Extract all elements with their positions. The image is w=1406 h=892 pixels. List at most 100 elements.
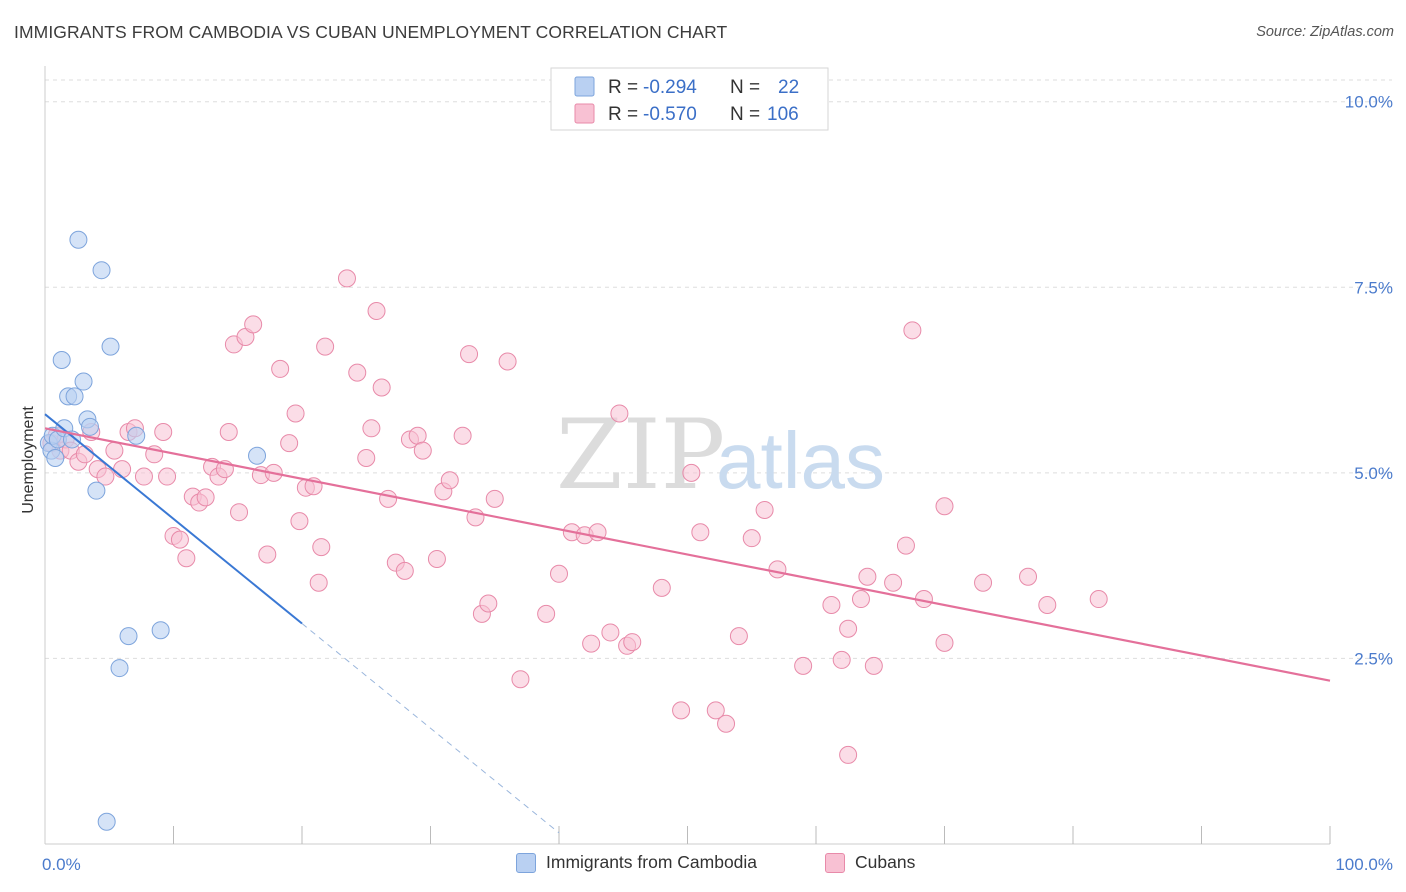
bottom-legend: Immigrants from Cambodia Cubans [0, 852, 1406, 878]
cubans-point [729, 627, 748, 646]
cubans-point [105, 441, 124, 460]
cubans-point [601, 623, 620, 642]
legend-r-label-2: R = [608, 104, 638, 125]
cubans-point [395, 561, 414, 580]
y-axis-label: Unemployment [20, 406, 37, 514]
cubans-point [851, 590, 870, 609]
cubans-point [177, 549, 196, 568]
cubans-point [413, 441, 432, 460]
cubans-point [75, 445, 94, 464]
cambodia-point [80, 417, 99, 436]
cubans-point [498, 352, 517, 371]
legend-n-label-2: N = [730, 104, 760, 125]
cubans-point [935, 633, 954, 652]
cambodia-point [101, 337, 120, 356]
cambodia-point [151, 621, 170, 640]
y-tick-label-2: 7.5% [1354, 278, 1393, 297]
cambodia-point [127, 426, 146, 445]
cubans-point [768, 560, 787, 579]
cubans-point [316, 337, 335, 356]
cubans-point [511, 670, 530, 689]
cubans-point [134, 467, 153, 486]
cambodia-point [69, 230, 88, 249]
cubans-point [832, 650, 851, 669]
cubans-point [935, 497, 954, 516]
trend-lines [44, 413, 1331, 834]
cubans-point [280, 434, 299, 453]
cubans-point [312, 538, 331, 557]
cubans-point [1038, 595, 1057, 614]
cubans-point [706, 701, 725, 720]
source-credit: Source: ZipAtlas.com [1256, 24, 1394, 40]
cubans-point [822, 595, 841, 614]
cubans-point [286, 404, 305, 423]
cubans-point [290, 512, 309, 531]
cubans-point [485, 489, 504, 508]
x-tick-label-0: 0.0% [42, 855, 81, 874]
bottom-legend-item-cubans: Cubans [825, 852, 915, 873]
cubans-point [974, 573, 993, 592]
cubans-point [1089, 590, 1108, 609]
cubans-point [427, 549, 446, 568]
y-tick-labels: 2.5% 5.0% 7.5% 10.0% [1345, 93, 1393, 669]
cubans-point [348, 363, 367, 382]
chart-title: IMMIGRANTS FROM CAMBODIA VS CUBAN UNEMPL… [14, 22, 728, 42]
bottom-legend-swatch-cubans [825, 852, 845, 873]
cubans-point [864, 656, 883, 675]
cubans-point [460, 345, 479, 364]
cubans-point [839, 745, 858, 764]
cubans-points [42, 269, 1108, 764]
cambodia-point [65, 387, 84, 406]
cambodia-point [92, 261, 111, 280]
cambodia-point [46, 449, 65, 467]
legend-swatch-cubans [574, 103, 595, 124]
cambodia-point [52, 351, 71, 370]
y-tick-label-3: 10.0% [1345, 93, 1393, 112]
correlation-legend: R = -0.294 N = 22 R = -0.570 N = 106 [550, 67, 829, 131]
cubans-point [309, 573, 328, 592]
cambodia-point [110, 659, 129, 678]
cambodia-trend-extension [301, 623, 560, 834]
cubans-point [271, 359, 290, 378]
watermark-atlas: atlas [716, 416, 885, 505]
cubans-point [379, 489, 398, 508]
legend-r-label-1: R = [608, 77, 638, 98]
cubans-point [672, 701, 691, 720]
cubans-point [372, 378, 391, 397]
cubans-point [362, 419, 381, 438]
legend-n-value-1: 22 [778, 77, 799, 98]
cubans-point [691, 523, 710, 542]
bottom-legend-label-cubans: Cubans [855, 852, 916, 872]
cubans-point [717, 714, 736, 733]
legend-r-value-1: -0.294 [643, 77, 697, 98]
legend-r-value-2: -0.570 [643, 104, 697, 125]
cubans-point [755, 500, 774, 519]
cambodia-point [74, 372, 93, 391]
cubans-point [1019, 567, 1038, 586]
cambodia-points [39, 230, 267, 831]
watermark-zip: ZIP [556, 399, 725, 511]
cubans-point [219, 423, 238, 442]
cubans-point [623, 633, 642, 652]
x-tick-labels: 0.0% 100.0% [42, 855, 1393, 874]
legend-n-label-1: N = [730, 77, 760, 98]
cambodia-point [248, 446, 267, 465]
cubans-point [96, 467, 115, 486]
y-tick-label-0: 2.5% [1354, 649, 1393, 668]
cambodia-trend-line [44, 413, 303, 625]
cubans-point [903, 321, 922, 340]
legend-swatch-cambodia [574, 76, 595, 97]
cubans-point [652, 578, 671, 597]
cubans-point [154, 423, 173, 442]
cubans-point [839, 619, 858, 638]
grid-lines [45, 79, 1392, 659]
cubans-point [367, 302, 386, 321]
cubans-point [479, 594, 498, 613]
cambodia-point [97, 812, 116, 831]
cubans-point [682, 463, 701, 482]
cubans-point [550, 564, 568, 583]
cubans-trend-line [44, 427, 1331, 682]
cubans-point [158, 467, 177, 486]
y-tick-label-1: 5.0% [1354, 464, 1393, 483]
